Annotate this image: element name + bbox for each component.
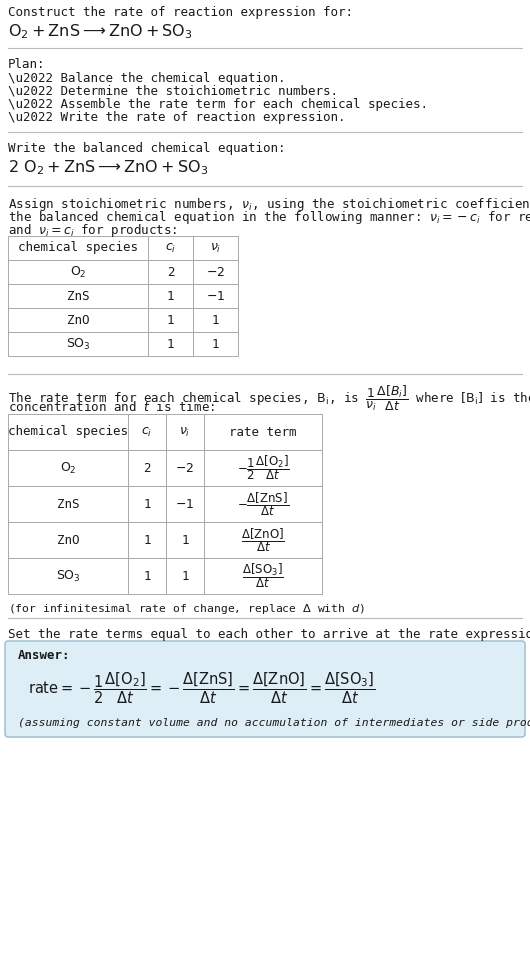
Text: (assuming constant volume and no accumulation of intermediates or side products): (assuming constant volume and no accumul… — [18, 718, 530, 728]
Text: 1: 1 — [181, 534, 189, 547]
Bar — [204, 450, 322, 486]
Text: The rate term for each chemical species, $\mathrm{B_i}$, is $\dfrac{1}{\nu_i}\df: The rate term for each chemical species,… — [8, 384, 530, 413]
Text: $\mathrm{SO_3}$: $\mathrm{SO_3}$ — [56, 568, 81, 584]
Text: 1: 1 — [181, 570, 189, 583]
Bar — [204, 558, 322, 594]
Text: $\mathrm{2\ O_2 + ZnS \longrightarrow ZnO + SO_3}$: $\mathrm{2\ O_2 + ZnS \longrightarrow Zn… — [8, 158, 208, 177]
Bar — [8, 332, 148, 356]
Bar — [193, 236, 238, 260]
Text: $-\dfrac{1}{2}\dfrac{\Delta[\mathrm{O_2}]}{\Delta t}$: $-\dfrac{1}{2}\dfrac{\Delta[\mathrm{O_2}… — [236, 454, 289, 482]
Bar — [166, 486, 204, 522]
Text: 1: 1 — [143, 570, 151, 583]
Text: Write the balanced chemical equation:: Write the balanced chemical equation: — [8, 142, 286, 155]
Text: 2: 2 — [143, 462, 151, 474]
Text: chemical species: chemical species — [18, 241, 138, 255]
Text: Answer:: Answer: — [18, 649, 70, 662]
Bar — [128, 486, 166, 522]
Bar — [8, 414, 128, 450]
Text: 1: 1 — [143, 498, 151, 510]
Text: 1: 1 — [212, 338, 219, 350]
Text: \u2022 Determine the stoichiometric numbers.: \u2022 Determine the stoichiometric numb… — [8, 85, 338, 98]
Bar — [148, 308, 193, 332]
Text: $-1$: $-1$ — [175, 498, 195, 510]
Text: concentration and $t$ is time:: concentration and $t$ is time: — [8, 400, 215, 414]
Text: 1: 1 — [212, 313, 219, 327]
Text: $-2$: $-2$ — [206, 265, 225, 278]
Text: $\nu_i$: $\nu_i$ — [210, 241, 221, 255]
FancyBboxPatch shape — [5, 641, 525, 737]
Text: ZnO: ZnO — [57, 534, 80, 547]
Bar — [128, 558, 166, 594]
Text: 2: 2 — [167, 265, 174, 278]
Text: 1: 1 — [167, 313, 174, 327]
Bar — [193, 260, 238, 284]
Text: and $\nu_i = c_i$ for products:: and $\nu_i = c_i$ for products: — [8, 222, 177, 239]
Text: \u2022 Assemble the rate term for each chemical species.: \u2022 Assemble the rate term for each c… — [8, 98, 428, 111]
Bar — [204, 414, 322, 450]
Text: \u2022 Balance the chemical equation.: \u2022 Balance the chemical equation. — [8, 72, 286, 85]
Text: 1: 1 — [167, 290, 174, 303]
Bar — [193, 284, 238, 308]
Bar — [204, 522, 322, 558]
Bar — [148, 284, 193, 308]
Text: chemical species: chemical species — [8, 426, 128, 438]
Bar — [193, 308, 238, 332]
Text: $-2$: $-2$ — [175, 462, 195, 474]
Text: Plan:: Plan: — [8, 58, 46, 71]
Bar — [166, 450, 204, 486]
Text: the balanced chemical equation in the following manner: $\nu_i = -c_i$ for react: the balanced chemical equation in the fo… — [8, 209, 530, 226]
Bar — [8, 236, 148, 260]
Text: 1: 1 — [167, 338, 174, 350]
Bar — [204, 486, 322, 522]
Bar — [8, 450, 128, 486]
Bar — [8, 260, 148, 284]
Bar — [128, 450, 166, 486]
Bar — [128, 522, 166, 558]
Bar — [193, 332, 238, 356]
Bar — [148, 236, 193, 260]
Text: $\mathrm{O_2}$: $\mathrm{O_2}$ — [60, 461, 76, 475]
Bar — [8, 522, 128, 558]
Text: rate term: rate term — [229, 426, 297, 438]
Text: ZnS: ZnS — [57, 498, 80, 510]
Text: Construct the rate of reaction expression for:: Construct the rate of reaction expressio… — [8, 6, 353, 19]
Bar — [148, 260, 193, 284]
Bar — [8, 558, 128, 594]
Text: $c_i$: $c_i$ — [142, 426, 153, 438]
Text: $\nu_i$: $\nu_i$ — [179, 426, 191, 438]
Text: $-1$: $-1$ — [206, 290, 225, 303]
Text: ZnS: ZnS — [67, 290, 89, 303]
Text: $\mathrm{rate} = -\dfrac{1}{2}\dfrac{\Delta[\mathrm{O_2}]}{\Delta t} = -\dfrac{\: $\mathrm{rate} = -\dfrac{1}{2}\dfrac{\De… — [28, 670, 376, 706]
Bar — [8, 308, 148, 332]
Text: $c_i$: $c_i$ — [165, 241, 176, 255]
Text: $\mathrm{SO_3}$: $\mathrm{SO_3}$ — [66, 337, 91, 351]
Bar — [148, 332, 193, 356]
Bar — [8, 486, 128, 522]
Text: $\mathrm{O_2}$: $\mathrm{O_2}$ — [70, 264, 86, 279]
Text: $\dfrac{\Delta[\mathrm{SO_3}]}{\Delta t}$: $\dfrac{\Delta[\mathrm{SO_3}]}{\Delta t}… — [242, 561, 284, 590]
Bar — [166, 558, 204, 594]
Bar — [166, 414, 204, 450]
Text: Assign stoichiometric numbers, $\nu_i$, using the stoichiometric coefficients, $: Assign stoichiometric numbers, $\nu_i$, … — [8, 196, 530, 213]
Text: $\dfrac{\Delta[\mathrm{ZnO}]}{\Delta t}$: $\dfrac{\Delta[\mathrm{ZnO}]}{\Delta t}$ — [241, 526, 285, 553]
Text: Set the rate terms equal to each other to arrive at the rate expression:: Set the rate terms equal to each other t… — [8, 628, 530, 641]
Text: 1: 1 — [143, 534, 151, 547]
Text: (for infinitesimal rate of change, replace $\Delta$ with $d$): (for infinitesimal rate of change, repla… — [8, 602, 365, 616]
Text: $-\dfrac{\Delta[\mathrm{ZnS}]}{\Delta t}$: $-\dfrac{\Delta[\mathrm{ZnS}]}{\Delta t}… — [237, 490, 289, 518]
Text: ZnO: ZnO — [67, 313, 89, 327]
Text: $\mathrm{O_2 + ZnS \longrightarrow ZnO + SO_3}$: $\mathrm{O_2 + ZnS \longrightarrow ZnO +… — [8, 22, 193, 41]
Bar — [8, 284, 148, 308]
Bar — [128, 414, 166, 450]
Bar — [166, 522, 204, 558]
Text: \u2022 Write the rate of reaction expression.: \u2022 Write the rate of reaction expres… — [8, 111, 346, 124]
